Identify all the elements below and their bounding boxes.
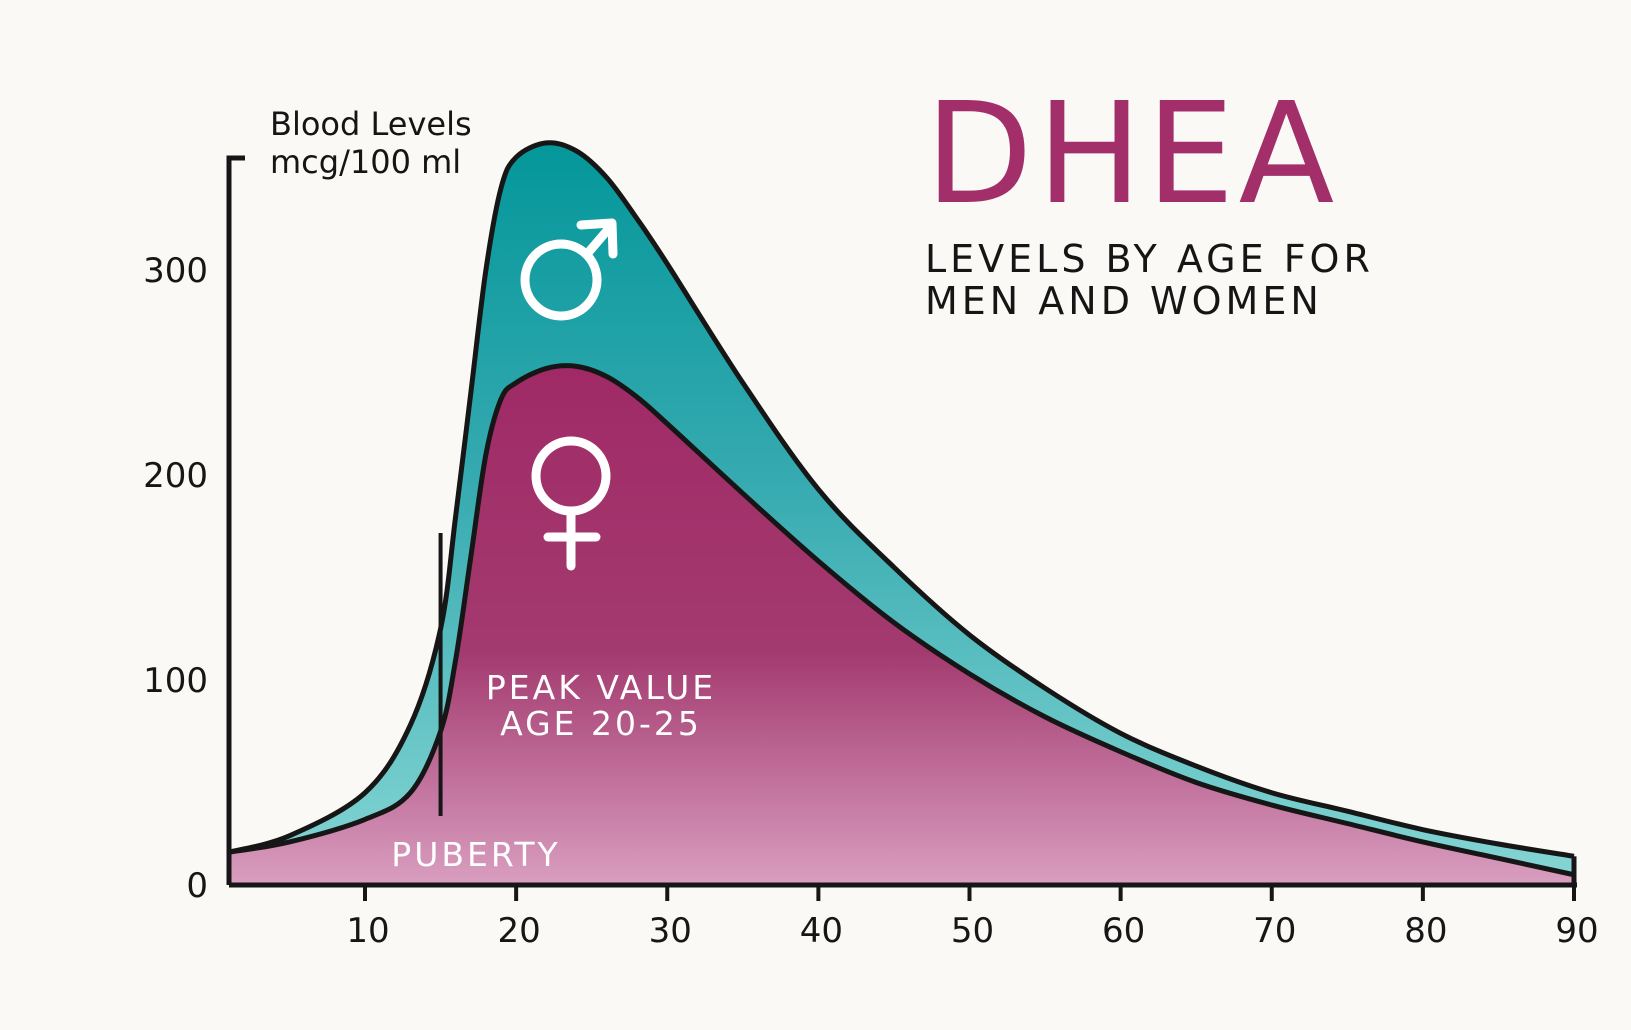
x-tick-label: 30 [649, 911, 692, 951]
annotation-label: AGE 20-25 [500, 704, 702, 743]
subtitle-line-1: LEVELS BY AGE FOR [925, 237, 1374, 281]
y-tick-label: 100 [143, 661, 208, 701]
title-block: DHEA LEVELS BY AGE FOR MEN AND WOMEN [925, 85, 1374, 323]
y-axis [226, 155, 245, 885]
annotation-label: PUBERTY [391, 835, 560, 874]
chart-title: DHEA [925, 73, 1339, 236]
female-symbol-icon [531, 436, 611, 571]
x-tick-label: 10 [346, 911, 389, 951]
chart-subtitle: LEVELS BY AGE FOR MEN AND WOMEN [925, 237, 1374, 323]
x-tick-label: 20 [498, 911, 541, 951]
x-tick-label: 70 [1253, 911, 1296, 951]
male-symbol-icon [520, 218, 618, 321]
y-axis-label-line-2: mcg/100 ml [270, 142, 462, 181]
subtitle-line-2: MEN AND WOMEN [925, 278, 1323, 323]
line-men [228, 140, 1575, 859]
y-axis-label: Blood Levels mcg/100 ml [270, 105, 472, 182]
x-tick-label: 40 [800, 911, 843, 951]
x-tick-label: 90 [1555, 911, 1598, 951]
y-tick-label: 0 [186, 866, 208, 906]
line-women [228, 363, 1575, 878]
x-tick-label: 60 [1102, 911, 1145, 951]
x-tick-label: 50 [951, 911, 994, 951]
area-women [229, 365, 1574, 886]
y-tick-label: 300 [143, 251, 208, 291]
x-tick-label: 80 [1404, 911, 1447, 951]
y-axis-label-line-1: Blood Levels [270, 105, 472, 143]
y-tick-label: 200 [143, 456, 208, 496]
annotation-label: PEAK VALUE [486, 668, 716, 707]
